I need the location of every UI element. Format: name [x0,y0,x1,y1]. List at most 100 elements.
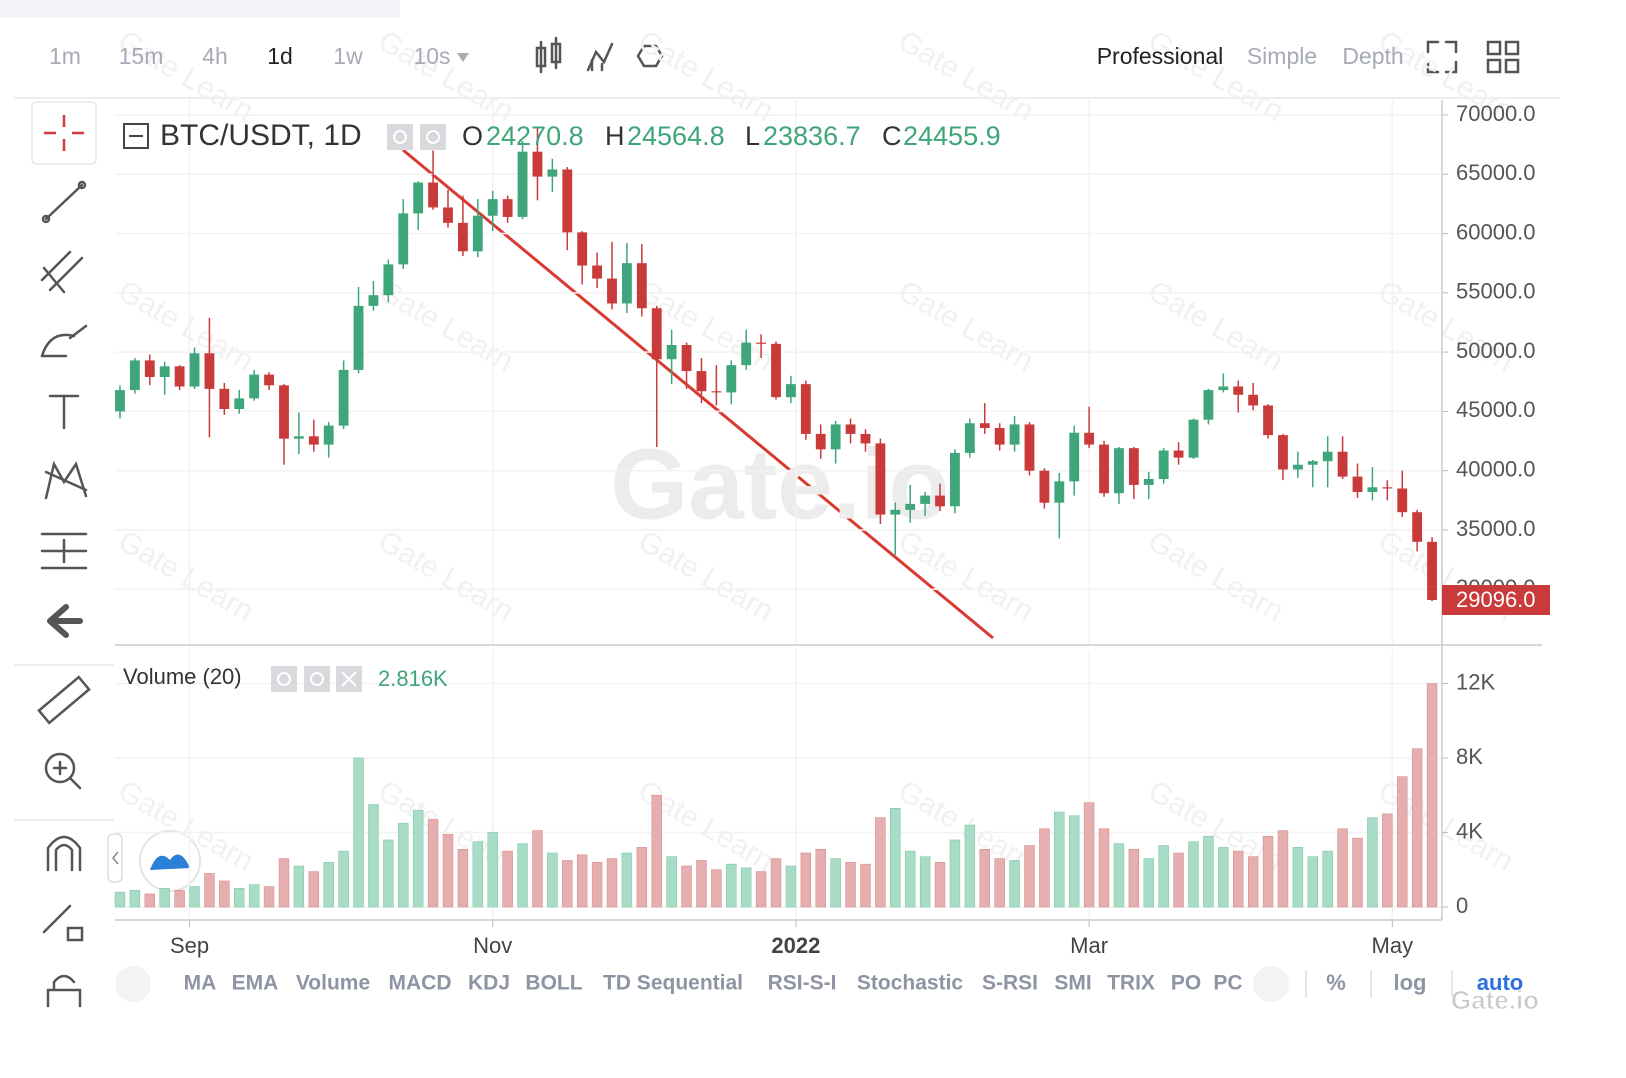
layout-icon[interactable] [1486,40,1520,74]
interval-button[interactable]: 10s [413,43,450,69]
volume-bar [114,891,126,908]
tool-magnet[interactable] [46,835,82,872]
candle-body [1233,386,1244,395]
fullscreen-icon[interactable] [1426,40,1458,74]
scale-option[interactable]: auto [1477,970,1523,995]
interval-button[interactable]: 15m [119,43,164,69]
gear-button[interactable] [420,124,446,150]
candle-body [115,390,125,412]
scale-option[interactable]: % [1326,970,1346,995]
indicator-button[interactable]: KDJ [468,972,510,995]
volume-bar [368,804,379,908]
volume-bar [1426,683,1438,908]
tool-channel[interactable] [40,250,84,294]
legend-label: C [882,121,902,151]
settings-icon[interactable] [636,44,664,68]
eye-button[interactable] [387,124,413,150]
tool-line[interactable] [41,180,87,224]
scroll-right[interactable] [1253,966,1289,1002]
volume-bar [1009,860,1020,908]
candles-icon[interactable] [535,36,562,74]
candle-body [1143,478,1154,485]
candle-body [935,495,945,507]
candle-body [1024,424,1035,471]
volume-bar [1411,748,1423,908]
tool-back[interactable] [47,604,83,638]
collapse-handle[interactable] [107,833,123,883]
tool-text[interactable] [48,394,80,430]
candle-body [607,278,617,304]
collapse-box[interactable] [123,123,149,149]
interval-button[interactable]: 1w [333,43,363,69]
candle-body [338,369,349,426]
volume-bar [323,862,334,908]
interval-button[interactable]: 1d [267,43,293,69]
indicator-button[interactable]: TRIX [1107,972,1155,995]
volume-bar [174,889,185,908]
candle-body [1173,450,1184,458]
candle-body [666,344,677,360]
volume-bar [785,865,797,908]
indicator-button[interactable]: Volume [296,972,370,995]
top-icons[interactable] [535,36,1520,74]
indicator-button[interactable]: PC [1213,972,1242,995]
tool-crosshair[interactable] [31,101,97,165]
volume-bar [278,858,290,908]
tool-pattern[interactable] [44,460,88,500]
volume-bar [1218,847,1229,908]
volume-bar [696,860,707,908]
candle-body [741,342,752,366]
view-button[interactable]: Simple [1247,43,1317,69]
candle-body [1084,432,1095,445]
tool-zoom[interactable] [44,752,82,790]
drawing-tools[interactable] [31,101,201,1008]
last-price-label: 29096.0 [1456,587,1536,612]
tool-lock-draw[interactable] [42,904,84,942]
candle-body [1397,488,1408,513]
candle-body [472,215,483,252]
view-button[interactable]: Depth [1342,43,1403,69]
indicators-icon[interactable] [586,42,614,72]
x-tick-label: 2022 [771,933,820,958]
candle-body [1248,394,1259,406]
volume-bar [338,850,349,908]
view-button[interactable]: Professional [1097,43,1224,69]
volume-bar [845,862,856,908]
x-tick-label: Sep [170,933,209,958]
candle-body [144,360,155,378]
indicator-nav[interactable] [115,966,1453,1002]
volume-bar [1397,776,1408,908]
candle-body [174,366,185,387]
candle-body [875,443,886,515]
indicator-button[interactable]: S-RSI [982,972,1038,995]
volume-bar [442,834,454,908]
indicator-button[interactable]: PO [1171,972,1201,995]
indicator-button[interactable]: RSI-S-I [768,972,837,995]
tool-ruler[interactable] [37,675,91,725]
tool-brush[interactable] [40,324,88,358]
tool-fib[interactable] [40,532,88,570]
scale-option[interactable]: log [1394,970,1427,995]
trend-line-drawing[interactable] [402,148,994,640]
scroll-left[interactable] [115,966,151,1002]
indicator-button[interactable]: SMI [1054,972,1091,995]
volume-button[interactable] [304,666,330,692]
volume-bar [1233,850,1244,908]
volume-bar [919,856,931,908]
indicator-button[interactable]: Stochastic [857,972,964,995]
indicator-button[interactable]: MA [184,972,217,995]
indicator-button[interactable]: EMA [232,972,279,995]
volume-bar [651,794,662,908]
volume-button[interactable] [271,666,297,692]
candle-body [204,353,215,389]
indicator-button[interactable]: BOLL [525,972,582,995]
tool-lock[interactable] [46,974,82,1008]
y-tick-label: 70000.0 [1456,101,1536,126]
indicator-button[interactable]: TD Sequential [603,972,743,995]
candle-body [1099,444,1109,494]
indicator-button[interactable]: MACD [389,972,452,995]
interval-button[interactable]: 1m [49,43,81,69]
interval-button[interactable]: 4h [202,43,228,69]
watermark: Gate.io [611,428,950,540]
candle-body [786,384,796,398]
